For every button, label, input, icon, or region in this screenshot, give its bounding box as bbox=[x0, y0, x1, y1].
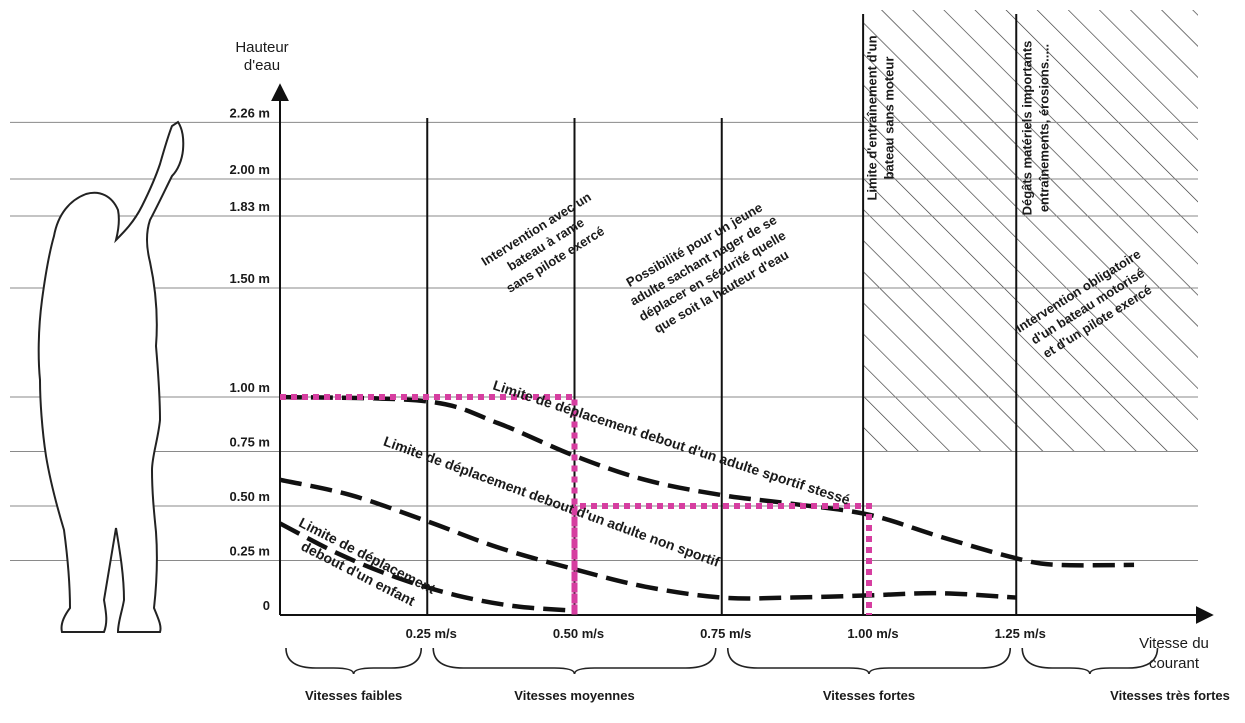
zone-brace-3 bbox=[1021, 647, 1159, 675]
series-line-pink-boundary bbox=[280, 394, 872, 615]
zone-label: Vitesses fortes bbox=[823, 688, 915, 703]
y-tick-label: 2.26 m bbox=[230, 105, 270, 120]
y-tick-label: 1.83 m bbox=[230, 199, 270, 214]
y-tick-labels: 0 0.25 m 0.50 m 0.75 m 1.00 m 1.50 m 1.83 m 2.0… bbox=[230, 105, 270, 613]
y-tick-label: 1.00 m bbox=[230, 380, 270, 395]
y-tick-label: 2.00 m bbox=[230, 162, 270, 177]
annotation-a4: Dégâts matériels importants entraînements… bbox=[1020, 41, 1052, 216]
x-tick-label: 0.50 m/s bbox=[553, 626, 604, 641]
annotation-a1: Intervention avec unbateau à ramesans pi… bbox=[478, 189, 612, 299]
curve-label-c3: Limite de déplacementdebout d'un enfant bbox=[287, 514, 438, 615]
x-tick-labels: 0.25 m/s 0.50 m/s 0.75 m/s 1.00 m/s 1.25 m/s bbox=[406, 626, 1046, 641]
annotation-a3: Limite d'entraînement d'un bateau sans mo… bbox=[865, 35, 897, 200]
zone-brace-0 bbox=[285, 647, 423, 675]
y-tick-label: 0.25 m bbox=[230, 544, 270, 559]
curve-label-c2: Limite de déplacement debout d'un adulte… bbox=[381, 433, 722, 570]
x-tick-label: 1.25 m/s bbox=[995, 626, 1046, 641]
zone-brace-2 bbox=[726, 647, 1012, 675]
zone-brace-1 bbox=[432, 647, 717, 675]
annotation-a2: Possibilité pour un jeuneadulte sachant … bbox=[618, 196, 797, 339]
zone-label: Vitesses très fortes bbox=[1110, 688, 1230, 703]
person-silhouette-icon bbox=[37, 120, 185, 633]
x-tick-label: 0.75 m/s bbox=[700, 626, 751, 641]
hatched-danger-region bbox=[863, 10, 1198, 452]
y-axis-title: Hauteur d'eau bbox=[235, 39, 288, 74]
zone-label: Vitesses faibles bbox=[305, 688, 402, 703]
series-line-0 bbox=[279, 394, 1135, 568]
x-axis-title: Vitesse du courant bbox=[1139, 635, 1209, 672]
series-lines bbox=[278, 394, 1135, 615]
speed-zones: Vitesses faibles Vitesses moyennes Vitesse… bbox=[285, 647, 1230, 703]
y-tick-label: 1.50 m bbox=[230, 271, 270, 286]
x-tick-label: 0.25 m/s bbox=[406, 626, 457, 641]
series-line-2 bbox=[278, 521, 575, 613]
series-line-1 bbox=[279, 477, 1017, 601]
y-tick-label: 0 bbox=[263, 598, 270, 613]
zone-label: Vitesses moyennes bbox=[514, 688, 634, 703]
x-tick-label: 1.00 m/s bbox=[847, 626, 898, 641]
hatched-region-fill bbox=[863, 10, 1198, 452]
y-tick-label: 0.50 m bbox=[230, 489, 270, 504]
y-tick-label: 0.75 m bbox=[230, 435, 270, 450]
